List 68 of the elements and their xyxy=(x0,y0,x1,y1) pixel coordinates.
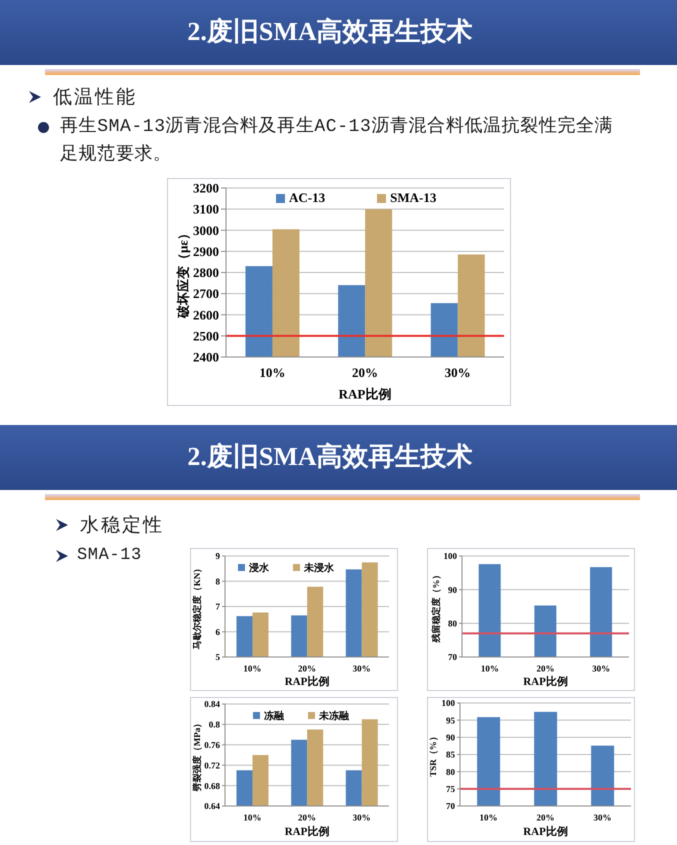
y-tick-label: 2900 xyxy=(193,244,219,259)
x-tick-label: 10% xyxy=(480,812,498,822)
legend-label: 未冻融 xyxy=(319,711,349,722)
y-axis-title: TSR（%） xyxy=(428,732,438,777)
legend-label: 未浸水 xyxy=(304,563,334,574)
y-tick-label: 3100 xyxy=(193,202,219,217)
x-tick-label: 20% xyxy=(298,663,316,674)
y-tick-label: 2400 xyxy=(193,350,219,365)
y-tick-label: 5 xyxy=(216,652,220,662)
x-axis-title: RAP比例 xyxy=(523,825,568,838)
y-tick-label: 0.76 xyxy=(204,740,220,750)
x-tick-label: 10% xyxy=(243,663,262,674)
text: 再生SMA-13沥青混合料及再生AC-13沥青混合料低温抗裂性完全满足规范要求。 xyxy=(60,117,614,165)
y-tick-label: 3200 xyxy=(193,180,219,196)
y-tick-label: 90 xyxy=(448,584,458,595)
y-tick-label: 80 xyxy=(446,766,456,777)
y-axis-title: 马歇尔稳定度（KN） xyxy=(192,564,202,650)
x-tick-label: 20% xyxy=(536,812,554,822)
y-tick-label: 70 xyxy=(446,801,456,812)
chart-subtitle: 低温性能 xyxy=(53,86,137,108)
y-tick-label: 75 xyxy=(446,784,456,794)
y-tick-label: 90 xyxy=(446,732,456,743)
x-tick-label: 30% xyxy=(592,663,610,674)
y-tick-label: 2700 xyxy=(193,286,219,302)
legend-label: 冻融 xyxy=(264,711,284,722)
chart-title: 2.废旧SMA高效再生技术 xyxy=(187,442,473,471)
y-tick-label: 2800 xyxy=(193,265,219,280)
y-tick-label: 0.68 xyxy=(204,780,220,791)
chart-subtitle: 水稳定性 xyxy=(80,514,164,536)
y-tick-label: 2600 xyxy=(193,307,219,322)
x-tick-label: 20% xyxy=(536,663,554,674)
y-tick-label: 0.8 xyxy=(208,720,220,730)
y-tick-label: 0.64 xyxy=(204,801,220,812)
y-tick-label: 6 xyxy=(216,626,220,637)
y-tick-label: 0.84 xyxy=(204,699,220,710)
y-tick-label: 80 xyxy=(448,618,458,629)
x-tick-label: 10% xyxy=(243,812,262,822)
x-tick-label: 10% xyxy=(259,365,286,380)
x-axis-title: RAP比例 xyxy=(284,825,330,838)
x-axis-title: RAP比例 xyxy=(523,675,568,688)
x-tick-label: 20% xyxy=(298,812,316,822)
x-tick-label: 30% xyxy=(594,812,612,822)
legend-label: 浸水 xyxy=(249,563,269,574)
legend-label: AC-13 xyxy=(289,190,326,205)
y-tick-label: 95 xyxy=(446,715,456,726)
x-axis-title: RAP比例 xyxy=(284,675,330,688)
x-tick-label: 20% xyxy=(352,365,378,380)
x-axis-title: RAP比例 xyxy=(338,386,392,402)
y-tick-label: 85 xyxy=(446,750,456,760)
x-tick-label: 30% xyxy=(352,663,371,674)
y-axis-title: 破坏应变（με） xyxy=(176,227,190,319)
x-tick-label: 30% xyxy=(444,365,471,380)
text: SMA-13 xyxy=(77,546,142,565)
y-tick-label: 7 xyxy=(216,602,220,612)
y-tick-label: 0.72 xyxy=(204,760,220,770)
x-tick-label: 10% xyxy=(480,663,499,674)
y-axis-title: 残留稳定度（%） xyxy=(431,570,441,644)
y-tick-label: 3000 xyxy=(193,222,219,238)
chart-title: 2.废旧SMA高效再生技术 xyxy=(187,17,473,46)
y-tick-label: 100 xyxy=(442,698,456,708)
y-tick-label: 100 xyxy=(444,551,458,562)
y-tick-label: 2500 xyxy=(193,328,219,344)
x-tick-label: 30% xyxy=(352,812,371,822)
y-tick-label: 70 xyxy=(448,652,458,662)
y-tick-label: 9 xyxy=(216,551,220,562)
legend-label: SMA-13 xyxy=(390,190,436,205)
y-tick-label: 8 xyxy=(216,576,220,586)
y-axis-title: 劈裂强度（MPa） xyxy=(192,718,202,792)
